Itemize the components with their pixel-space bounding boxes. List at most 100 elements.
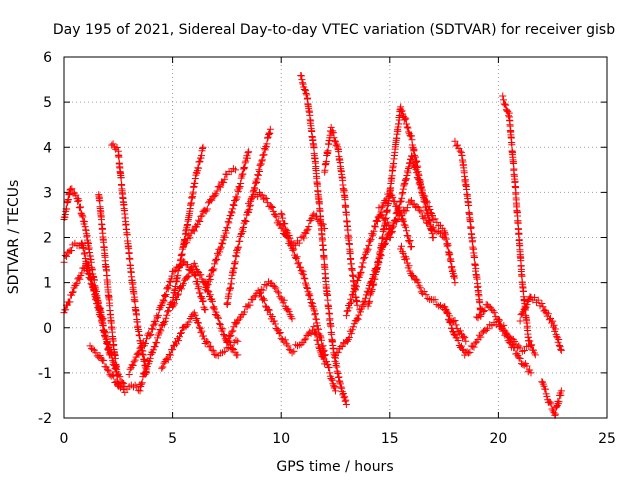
data-point — [313, 322, 321, 330]
data-point — [369, 281, 377, 289]
data-point — [303, 227, 311, 235]
data-point — [329, 129, 337, 137]
x-tick-label: 5 — [168, 431, 177, 447]
data-point — [68, 289, 76, 297]
data-point — [214, 313, 222, 321]
data-point — [257, 285, 265, 293]
data-point — [208, 196, 216, 204]
data-point — [281, 220, 289, 228]
data-point — [247, 195, 255, 203]
data-point — [177, 329, 185, 337]
data-point — [92, 349, 100, 357]
data-point — [338, 384, 346, 392]
data-point — [404, 232, 412, 240]
data-point — [307, 295, 315, 303]
data-point — [274, 289, 282, 297]
data-point — [541, 385, 549, 393]
data-point — [397, 242, 405, 250]
data-point — [396, 198, 404, 206]
data-point — [66, 298, 74, 306]
data-point — [416, 181, 424, 189]
data-point — [490, 308, 498, 316]
data-point — [96, 304, 104, 312]
series-arc-27 — [451, 137, 485, 318]
data-point — [408, 243, 416, 251]
y-tick-label: 2 — [43, 231, 52, 247]
data-point — [419, 191, 427, 199]
data-point — [197, 293, 205, 301]
data-point — [408, 152, 416, 160]
data-point — [159, 363, 167, 371]
data-point — [409, 271, 417, 279]
data-point — [479, 307, 487, 315]
y-tick-label: -1 — [38, 366, 52, 382]
data-point — [292, 254, 300, 262]
data-point — [304, 225, 312, 233]
data-point — [460, 332, 468, 340]
data-point — [149, 346, 157, 354]
data-point — [508, 141, 516, 149]
data-point — [402, 120, 410, 128]
data-point — [555, 398, 563, 406]
data-point — [255, 166, 263, 174]
data-point — [273, 287, 281, 295]
data-point — [349, 323, 357, 331]
data-point — [395, 203, 403, 211]
data-point — [191, 175, 199, 183]
data-point — [85, 274, 93, 282]
data-point — [224, 337, 232, 345]
data-point — [392, 216, 400, 224]
data-point — [526, 337, 534, 345]
data-point — [429, 234, 437, 241]
data-point — [211, 260, 219, 268]
data-point — [277, 334, 285, 342]
series-arc-24 — [386, 152, 459, 287]
data-point — [113, 371, 121, 379]
data-point — [386, 233, 394, 241]
data-point — [241, 217, 249, 225]
data-point — [84, 267, 92, 275]
data-point — [457, 342, 465, 350]
data-point — [204, 338, 212, 346]
data-point — [555, 336, 563, 344]
data-point — [321, 351, 329, 359]
data-point — [75, 197, 83, 205]
data-point — [165, 350, 173, 358]
data-point — [465, 201, 473, 209]
data-point — [365, 241, 373, 249]
data-point — [482, 326, 490, 334]
data-point — [402, 207, 410, 215]
data-point — [426, 205, 434, 213]
data-point — [199, 143, 207, 151]
data-point — [77, 240, 85, 248]
data-point — [342, 312, 350, 320]
series-arc-18 — [297, 72, 350, 408]
data-point — [103, 339, 111, 347]
data-point — [100, 356, 108, 364]
data-point — [367, 235, 375, 243]
data-point — [216, 248, 224, 256]
data-point — [444, 241, 452, 249]
data-point — [472, 264, 480, 272]
data-point — [445, 317, 453, 325]
data-point — [192, 272, 200, 280]
data-point — [411, 163, 419, 171]
data-point — [374, 257, 382, 265]
data-point — [395, 206, 403, 214]
data-point — [319, 246, 327, 254]
data-point — [234, 243, 242, 251]
data-point — [336, 378, 344, 386]
y-tick-label: 5 — [43, 95, 52, 111]
data-point — [422, 291, 430, 299]
data-point — [495, 316, 503, 324]
data-point — [429, 223, 437, 231]
data-point — [208, 346, 216, 354]
data-point — [364, 302, 372, 310]
data-point — [348, 291, 356, 299]
data-point — [99, 322, 107, 330]
data-point — [210, 265, 218, 273]
data-point — [271, 211, 279, 219]
data-point — [117, 174, 125, 182]
data-point — [415, 175, 423, 183]
data-point — [398, 107, 406, 115]
